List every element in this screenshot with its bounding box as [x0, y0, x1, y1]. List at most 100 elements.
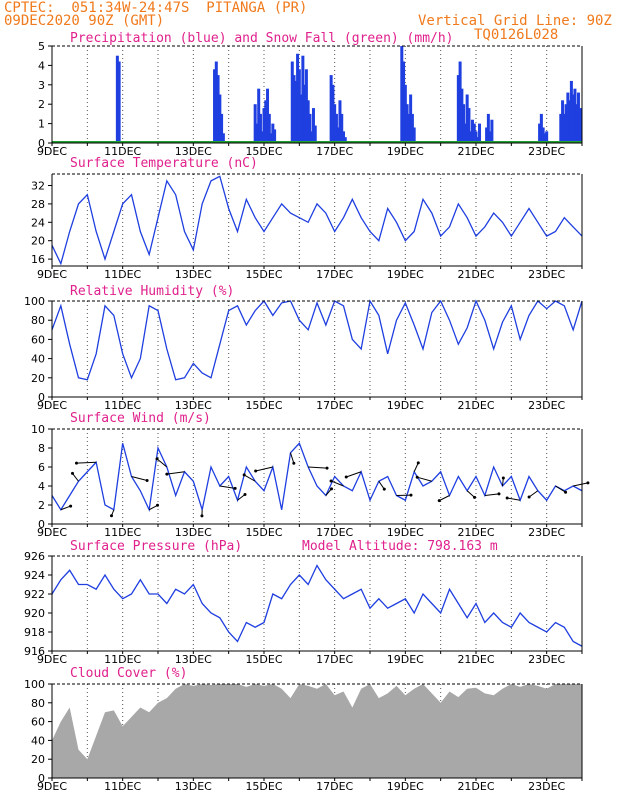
wind-vector — [308, 466, 328, 469]
wind-vector — [528, 490, 539, 498]
rh-ytick-label: 20 — [31, 372, 45, 385]
wind-vector-head — [254, 469, 258, 473]
wind-vector-head — [415, 475, 419, 479]
precip-bar — [470, 119, 474, 143]
precip-bar — [304, 69, 308, 143]
precip-bar — [564, 104, 568, 143]
precip-bar — [220, 113, 224, 143]
precip-ytick-label: 0 — [38, 137, 45, 150]
temp-ytick-label: 16 — [31, 253, 45, 266]
precip-bar — [297, 69, 301, 143]
rh-ytick-label: 80 — [31, 314, 45, 327]
wind-xtick-label: 15DEC — [245, 526, 282, 539]
precip-bar — [474, 131, 478, 143]
wind-vector-head — [109, 514, 113, 518]
precip-bar — [290, 61, 294, 143]
precip-bar — [568, 100, 572, 143]
precip-bar — [255, 123, 259, 143]
precip-bar — [221, 133, 225, 143]
wind-vector-head — [325, 466, 329, 470]
precip-bar — [400, 46, 404, 143]
rh-xtick-label: 19DEC — [387, 399, 424, 412]
wind-vector-head — [145, 478, 149, 482]
rh-ytick-label: 40 — [31, 353, 45, 366]
precip-bar — [218, 94, 222, 143]
header-station: CPTEC: 051:34W-24:47S PITANGA (PR) — [4, 0, 308, 16]
precip-bar — [258, 113, 262, 143]
pressure-xtick-label: 13DEC — [175, 653, 212, 666]
pressure-xtick-label: 15DEC — [245, 653, 282, 666]
wind-vector — [148, 504, 158, 511]
precip-bar — [462, 104, 466, 143]
pressure-ytick-label: 922 — [24, 588, 45, 601]
wind-xtick-label: 13DEC — [175, 526, 212, 539]
rh-xtick-label: 11DEC — [104, 399, 141, 412]
rh-xtick-label: 17DEC — [316, 399, 353, 412]
temp-ytick-label: 28 — [31, 198, 45, 211]
precip-bar — [313, 125, 317, 143]
precip-bar — [476, 137, 480, 143]
wind-vector — [555, 485, 566, 493]
cloud-ytick-label: 80 — [31, 697, 45, 710]
cloud-ytick-label: 0 — [38, 772, 45, 785]
wind-vector-head — [564, 490, 568, 494]
temp-title: Surface Temperature (nC) — [70, 156, 258, 171]
precip-bar — [403, 84, 407, 143]
precip-bar — [545, 131, 549, 143]
wind-title: Surface Wind (m/s) — [70, 411, 211, 426]
header-vertical-grid: Vertical Grid Line: 90Z — [418, 13, 612, 29]
wind-vector — [237, 494, 246, 501]
cloud-xtick-label: 21DEC — [457, 780, 494, 793]
rh-ytick-label: 60 — [31, 333, 45, 346]
wind-xtick-label: 19DEC — [387, 526, 424, 539]
precip-bar — [214, 61, 218, 143]
precip-xtick-label: 17DEC — [316, 145, 353, 158]
temp-line — [51, 175, 583, 266]
wind-vector — [484, 493, 500, 496]
precip-bar — [458, 61, 462, 143]
pressure-xtick-label: 9DEC — [37, 653, 67, 666]
precip-ytick-label: 5 — [38, 40, 45, 53]
pressure-line — [51, 564, 583, 647]
wind-vector — [72, 473, 79, 482]
precip-ytick-label: 2 — [38, 98, 45, 111]
temp-xtick-label: 11DEC — [104, 268, 141, 281]
precip-xtick-label: 15DEC — [245, 145, 282, 158]
wind-line — [51, 442, 583, 513]
precip-bar — [213, 69, 217, 143]
pressure-ytick-label: 920 — [24, 607, 45, 620]
wind-vector-head — [155, 457, 159, 461]
precip-bar — [266, 88, 270, 143]
header-model-code: TQ0126L028 — [474, 27, 559, 43]
cloud-ytick-label: 20 — [31, 753, 45, 766]
wind-vector-head — [382, 487, 386, 491]
precip-bar — [343, 137, 347, 143]
wind-xtick-label: 23DEC — [528, 526, 565, 539]
wind-vector — [413, 462, 419, 472]
precip-bar — [456, 75, 460, 143]
rh-xtick-label: 15DEC — [245, 399, 282, 412]
precip-bar — [465, 94, 469, 143]
temp-xtick-label: 9DEC — [37, 268, 67, 281]
cloud-ytick-label: 60 — [31, 716, 45, 729]
rh-ytick-label: 0 — [38, 391, 45, 404]
wind-xtick-label: 9DEC — [37, 526, 67, 539]
wind-vector-head — [329, 487, 333, 491]
cloud-ytick-label: 40 — [31, 734, 45, 747]
wind-vector-head — [70, 471, 74, 475]
precip-bar — [331, 84, 335, 143]
wind-vector-head — [505, 496, 509, 500]
pressure-annotation: Model Altitude: 798.163 m — [302, 539, 498, 554]
rh-xtick-label: 9DEC — [37, 399, 67, 412]
wind-vector — [255, 466, 273, 472]
wind-vector — [76, 461, 97, 464]
precip-bar — [541, 127, 545, 143]
wind-ytick-label: 4 — [38, 480, 45, 493]
precip-bar — [308, 113, 312, 143]
rh-xtick-label: 23DEC — [528, 399, 565, 412]
wind-vector-head — [200, 514, 204, 518]
wind-vector-head — [416, 461, 420, 465]
cloud-xtick-label: 11DEC — [104, 780, 141, 793]
wind-vector-head — [586, 481, 590, 485]
precip-bar — [575, 104, 579, 143]
